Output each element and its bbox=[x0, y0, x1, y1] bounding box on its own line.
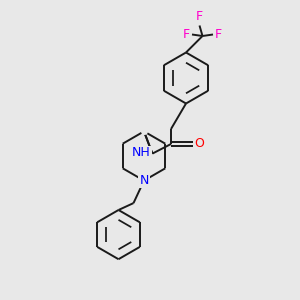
Text: F: F bbox=[183, 28, 190, 41]
Text: NH: NH bbox=[132, 146, 151, 160]
Text: N: N bbox=[139, 174, 149, 187]
Text: O: O bbox=[194, 137, 204, 151]
Text: F: F bbox=[195, 11, 203, 23]
Text: F: F bbox=[215, 28, 222, 41]
